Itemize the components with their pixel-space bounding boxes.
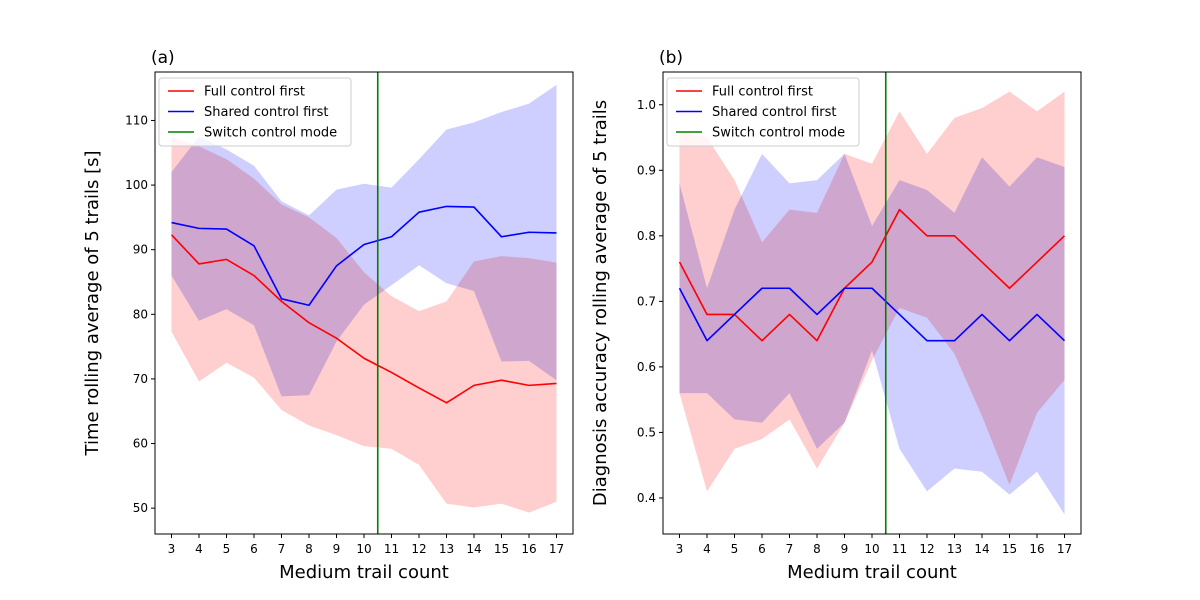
x-tick-label: 12	[919, 542, 934, 556]
y-tick-label: 70	[133, 372, 148, 386]
y-tick-label: 90	[133, 243, 148, 257]
y-tick-label: 0.7	[637, 294, 656, 308]
x-axis-title: Medium trail count	[279, 562, 449, 583]
legend-box	[158, 77, 352, 147]
series-line-0	[678, 208, 1066, 342]
panel-label: (a)	[151, 48, 175, 68]
x-tick-label: 5	[731, 542, 739, 556]
confidence-band-series-1	[171, 84, 557, 397]
series-line-1	[171, 205, 557, 307]
x-tick-label: 7	[278, 542, 286, 556]
y-tick-label: 80	[133, 307, 148, 321]
y-tick-label: 100	[125, 178, 148, 192]
y-tick-label: 50	[133, 501, 148, 515]
y-tick-label: 60	[133, 437, 148, 451]
y-tick-label: 110	[125, 113, 148, 127]
legend-entry-label: Switch control mode	[712, 126, 845, 141]
legend-entry-label: Switch control mode	[204, 126, 337, 141]
x-tick-label: 6	[250, 542, 258, 556]
x-tick-label: 13	[947, 542, 962, 556]
y-tick-label: 0.8	[637, 229, 656, 243]
x-tick-label: 15	[1002, 542, 1017, 556]
x-tick-label: 7	[786, 542, 794, 556]
y-tick-label: 1.0	[637, 98, 656, 112]
y-axis-title: Time rolling average of 5 trails [s]	[82, 150, 103, 456]
x-tick-label: 14	[466, 542, 481, 556]
x-tick-label: 4	[703, 542, 711, 556]
legend-box	[666, 77, 860, 147]
legend: Full control first Shared control first Sw…	[158, 77, 352, 147]
legend-entry-label: Full control first	[712, 85, 813, 100]
x-tick-label: 11	[892, 542, 907, 556]
legend-entry-label: Shared control first	[204, 105, 329, 120]
panel-label: (b)	[659, 48, 683, 68]
x-tick-label: 16	[1029, 542, 1044, 556]
x-tick-label: 4	[195, 542, 203, 556]
x-tick-label: 11	[384, 542, 399, 556]
y-tick-label: 0.9	[637, 163, 656, 177]
x-tick-label: 3	[168, 542, 176, 556]
x-tick-label: 10	[356, 542, 371, 556]
legend: Full control first Shared control first Sw…	[666, 77, 860, 147]
series-line-0	[170, 234, 557, 404]
chart-panel-b: 3 4 5 6 7 8 9 10 11 12 13 14 15 16 17 0.4 0.5 0.6 0.7 0.8 0.…	[590, 48, 1082, 583]
x-tick-label: 17	[549, 542, 564, 556]
x-tick-label: 12	[411, 542, 426, 556]
x-axis-title: Medium trail count	[787, 562, 957, 583]
x-tick-label: 16	[521, 542, 536, 556]
legend-entry-label: Shared control first	[712, 105, 837, 120]
x-tick-label: 14	[974, 542, 989, 556]
y-axis-title: Diagnosis accuracy rolling average of 5 …	[590, 100, 611, 506]
y-tick-label: 0.6	[637, 360, 656, 374]
x-tick-label: 9	[333, 542, 341, 556]
y-tick-label: 0.5	[637, 425, 656, 439]
x-tick-label: 17	[1057, 542, 1072, 556]
y-tick-label: 0.4	[637, 491, 656, 505]
confidence-band-series-1	[679, 153, 1065, 515]
x-tick-label: 8	[813, 542, 821, 556]
x-tick-label: 10	[864, 542, 879, 556]
legend-entry-label: Full control first	[204, 85, 305, 100]
chart-panel-a: 3 4 5 6 7 8 9 10 11 12 13 14 15 16 17 50 60 70 80 90 100 110 M…	[82, 48, 574, 583]
x-tick-label: 13	[439, 542, 454, 556]
x-tick-label: 15	[494, 542, 509, 556]
x-tick-label: 8	[305, 542, 313, 556]
x-tick-label: 3	[676, 542, 684, 556]
x-tick-label: 9	[841, 542, 849, 556]
series-line-1	[678, 287, 1066, 342]
x-tick-label: 6	[758, 542, 766, 556]
x-tick-label: 5	[223, 542, 231, 556]
